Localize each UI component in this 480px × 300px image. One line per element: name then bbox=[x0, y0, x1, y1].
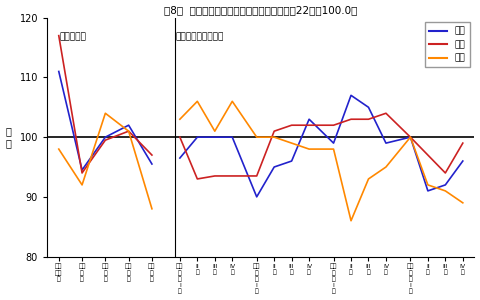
Title: 第8図  窯業・土石製品工業指数の推移（平成22年＝100.0）: 第8図 窯業・土石製品工業指数の推移（平成22年＝100.0） bbox=[164, 6, 358, 16]
Text: （季節調整済指数）: （季節調整済指数） bbox=[175, 32, 224, 41]
Text: （原指数）: （原指数） bbox=[60, 32, 87, 41]
Legend: 生産, 出荷, 在庫: 生産, 出荷, 在庫 bbox=[425, 22, 470, 67]
Y-axis label: 指
数: 指 数 bbox=[6, 126, 12, 148]
